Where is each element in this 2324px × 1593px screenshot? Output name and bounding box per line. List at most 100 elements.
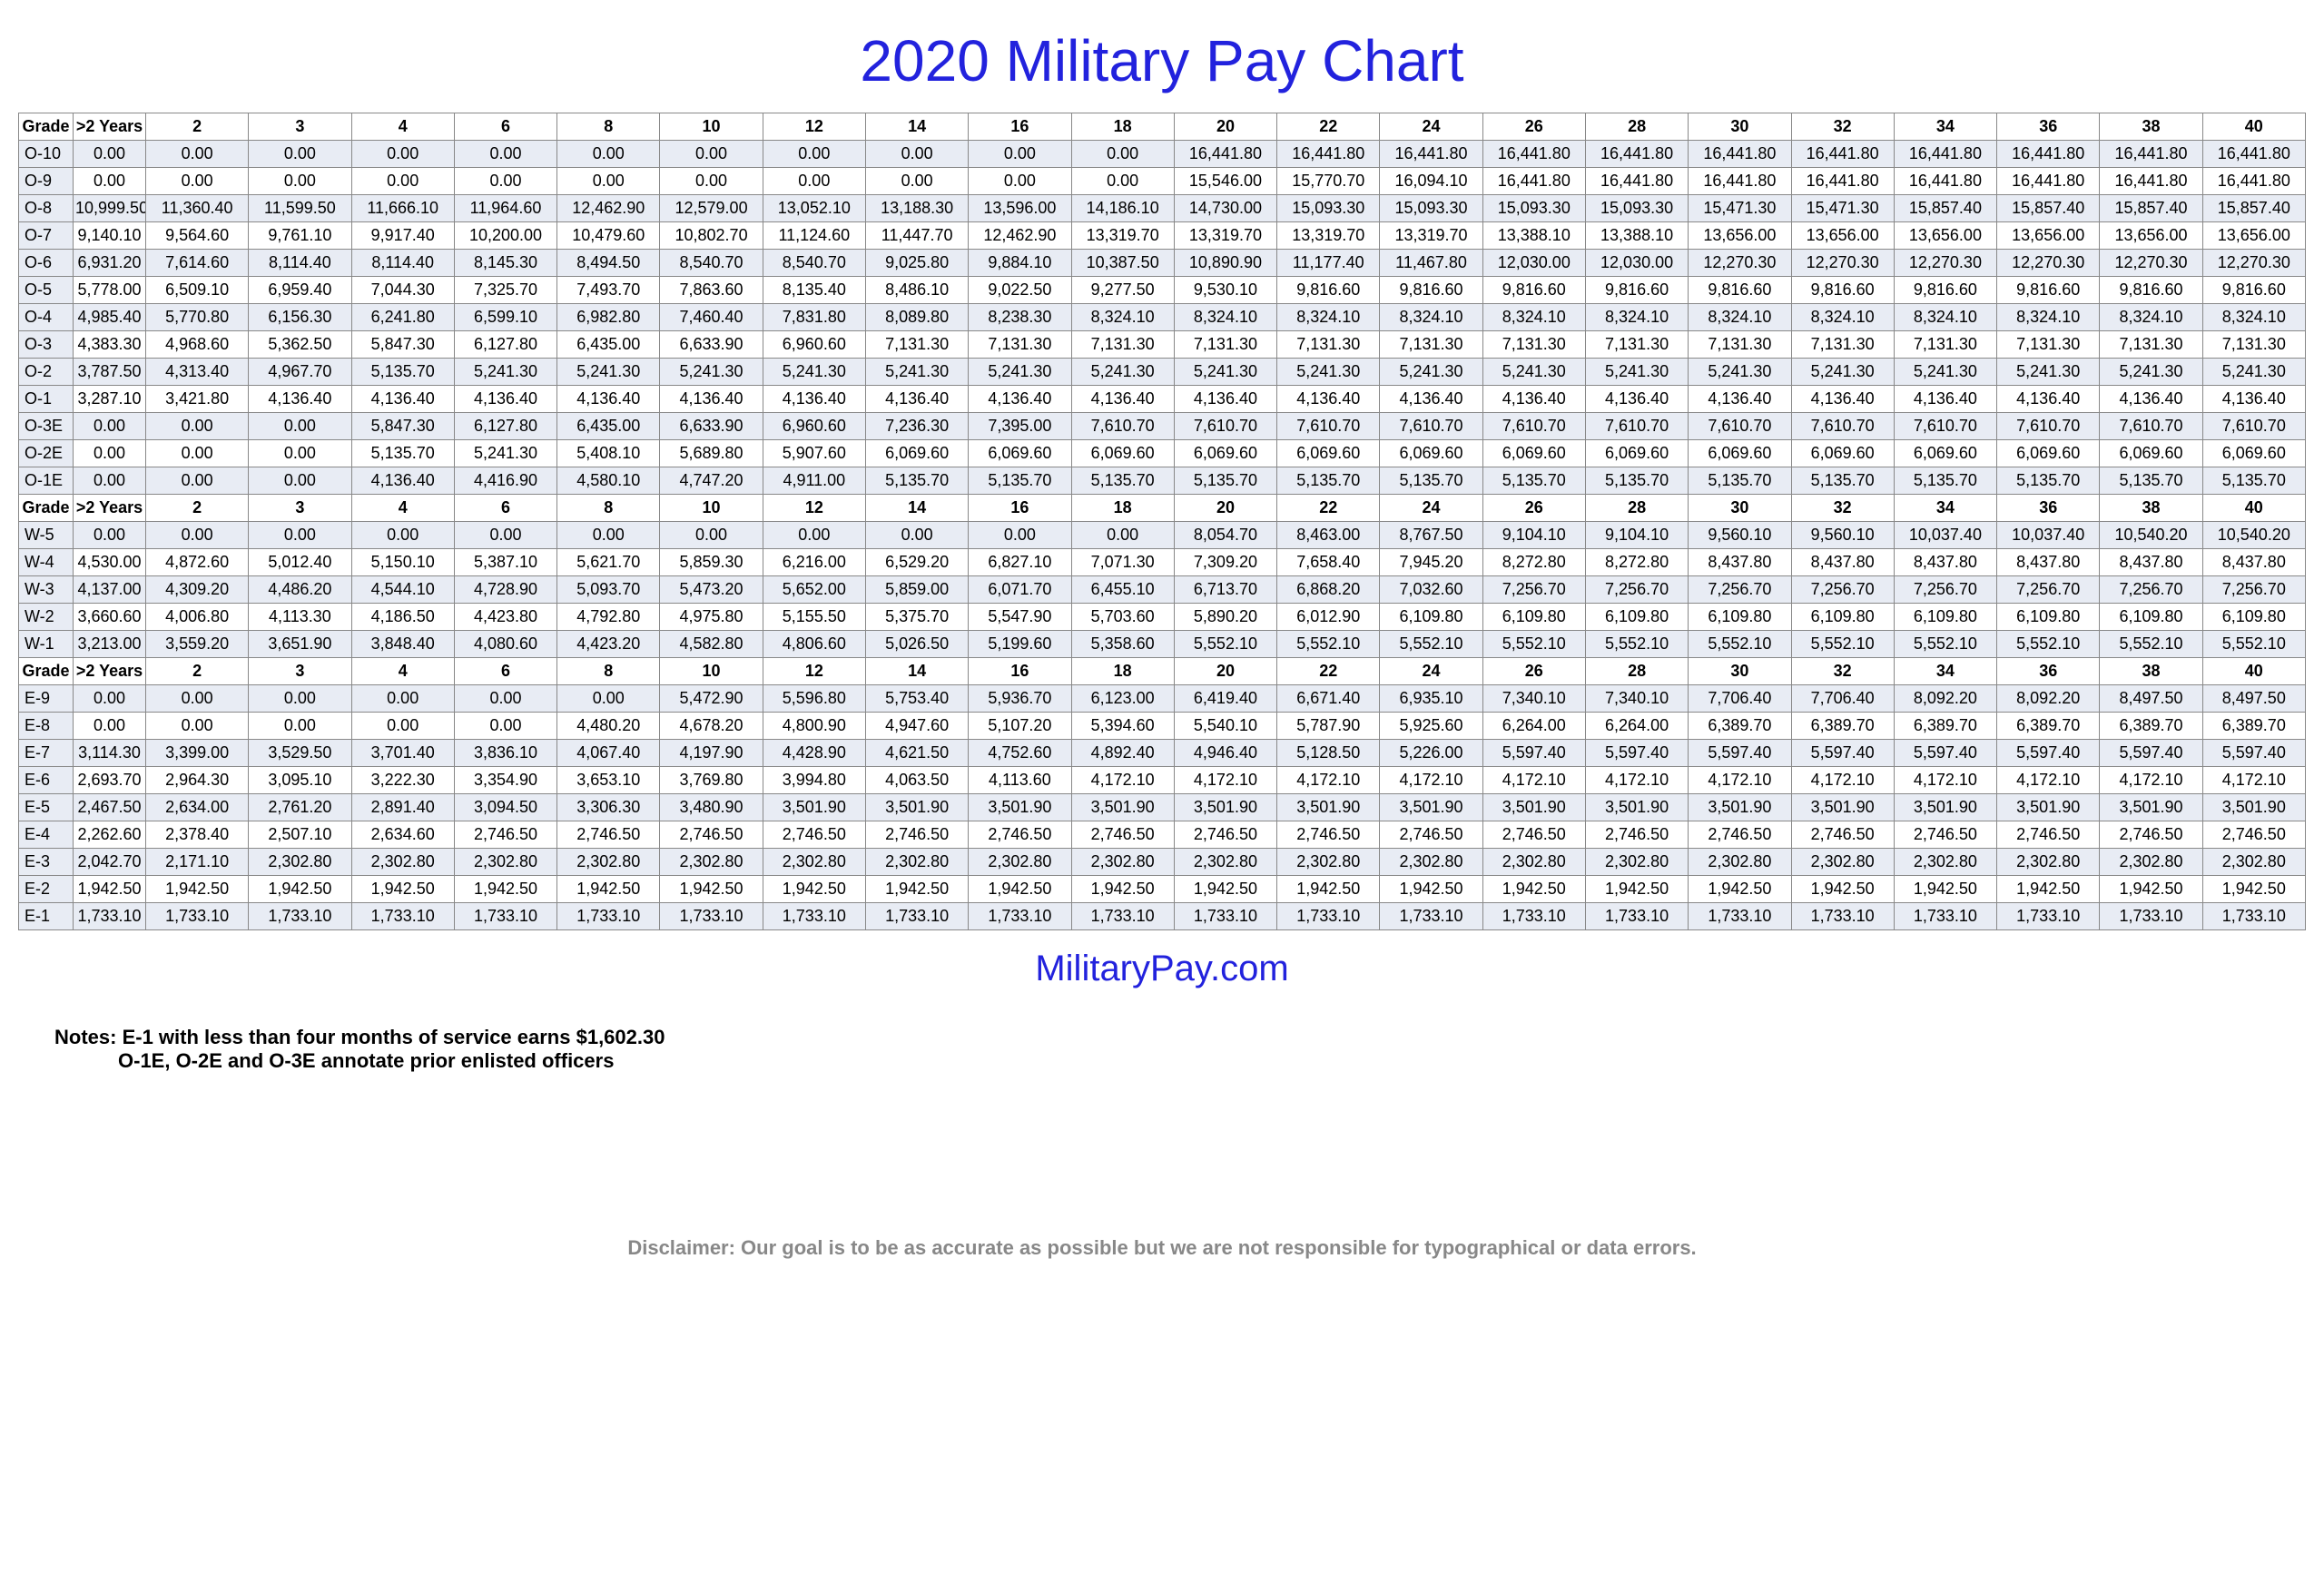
value-cell: 6,264.00 — [1482, 713, 1585, 740]
value-cell: 1,733.10 — [1380, 903, 1482, 930]
value-cell: 6,868.20 — [1277, 576, 1380, 604]
value-cell: 2,746.50 — [454, 821, 556, 849]
value-cell: 5,241.30 — [1791, 359, 1894, 386]
value-cell: 5,093.70 — [557, 576, 660, 604]
value-cell: 7,863.60 — [660, 277, 763, 304]
table-row: O-100.000.000.000.000.000.000.000.000.00… — [19, 141, 2306, 168]
grade-cell: E-2 — [19, 876, 74, 903]
value-cell: 5,652.00 — [763, 576, 865, 604]
value-cell: 5,552.10 — [1174, 631, 1276, 658]
value-cell: 1,942.50 — [74, 876, 146, 903]
column-header: 16 — [969, 495, 1071, 522]
grade-cell: W-3 — [19, 576, 74, 604]
value-cell: 13,656.00 — [1894, 222, 1996, 250]
value-cell: 6,069.60 — [969, 440, 1071, 467]
value-cell: 9,140.10 — [74, 222, 146, 250]
column-header: 6 — [454, 658, 556, 685]
value-cell: 9,816.60 — [1791, 277, 1894, 304]
value-cell: 9,022.50 — [969, 277, 1071, 304]
value-cell: 2,302.80 — [660, 849, 763, 876]
value-cell: 7,131.30 — [1174, 331, 1276, 359]
value-cell: 0.00 — [1071, 522, 1174, 549]
value-cell: 7,131.30 — [1482, 331, 1585, 359]
column-header: 3 — [249, 495, 351, 522]
value-cell: 5,847.30 — [351, 331, 454, 359]
value-cell: 14,186.10 — [1071, 195, 1174, 222]
value-cell: 0.00 — [74, 141, 146, 168]
value-cell: 4,172.10 — [1380, 767, 1482, 794]
value-cell: 0.00 — [763, 168, 865, 195]
value-cell: 12,270.30 — [1997, 250, 2100, 277]
value-cell: 2,746.50 — [1585, 821, 1688, 849]
value-cell: 4,136.40 — [1997, 386, 2100, 413]
value-cell: 5,241.30 — [763, 359, 865, 386]
grade-cell: W-2 — [19, 604, 74, 631]
value-cell: 7,614.60 — [146, 250, 249, 277]
value-cell: 1,942.50 — [969, 876, 1071, 903]
value-cell: 4,006.80 — [146, 604, 249, 631]
value-cell: 13,188.30 — [865, 195, 968, 222]
value-cell: 2,634.60 — [351, 821, 454, 849]
value-cell: 8,054.70 — [1174, 522, 1276, 549]
value-cell: 4,975.80 — [660, 604, 763, 631]
value-cell: 5,552.10 — [1689, 631, 1791, 658]
value-cell: 16,441.80 — [1689, 168, 1791, 195]
value-cell: 4,063.50 — [865, 767, 968, 794]
value-cell: 6,109.80 — [2202, 604, 2305, 631]
value-cell: 8,324.10 — [1689, 304, 1791, 331]
value-cell: 5,241.30 — [969, 359, 1071, 386]
value-cell: 4,416.90 — [454, 467, 556, 495]
value-cell: 1,733.10 — [146, 903, 249, 930]
value-cell: 5,241.30 — [2202, 359, 2305, 386]
value-cell: 10,540.20 — [2202, 522, 2305, 549]
column-header: 30 — [1689, 495, 1791, 522]
value-cell: 15,093.30 — [1380, 195, 1482, 222]
value-cell: 8,324.10 — [1585, 304, 1688, 331]
value-cell: 5,552.10 — [1894, 631, 1996, 658]
value-cell: 4,136.40 — [1277, 386, 1380, 413]
value-cell: 15,770.70 — [1277, 168, 1380, 195]
column-header: 20 — [1174, 495, 1276, 522]
value-cell: 5,241.30 — [1689, 359, 1791, 386]
value-cell: 6,069.60 — [1174, 440, 1276, 467]
value-cell: 5,135.70 — [969, 467, 1071, 495]
value-cell: 0.00 — [146, 440, 249, 467]
table-row: E-52,467.502,634.002,761.202,891.403,094… — [19, 794, 2306, 821]
value-cell: 16,441.80 — [1277, 141, 1380, 168]
value-cell: 8,437.80 — [1791, 549, 1894, 576]
value-cell: 3,501.90 — [763, 794, 865, 821]
value-cell: 4,678.20 — [660, 713, 763, 740]
value-cell: 5,552.10 — [1997, 631, 2100, 658]
value-cell: 4,309.20 — [146, 576, 249, 604]
table-row: E-80.000.000.000.000.004,480.204,678.204… — [19, 713, 2306, 740]
disclaimer: Disclaimer: Our goal is to be as accurat… — [18, 1236, 2306, 1260]
value-cell: 8,092.20 — [1894, 685, 1996, 713]
value-cell: 7,131.30 — [1997, 331, 2100, 359]
column-header: 34 — [1894, 495, 1996, 522]
value-cell: 0.00 — [454, 685, 556, 713]
column-header: 8 — [557, 113, 660, 141]
value-cell: 4,136.40 — [351, 467, 454, 495]
value-cell: 15,857.40 — [2202, 195, 2305, 222]
value-cell: 6,389.70 — [1894, 713, 1996, 740]
value-cell: 4,136.40 — [249, 386, 351, 413]
value-cell: 5,472.90 — [660, 685, 763, 713]
value-cell: 0.00 — [969, 168, 1071, 195]
value-cell: 6,127.80 — [454, 331, 556, 359]
table-row: O-66,931.207,614.608,114.408,114.408,145… — [19, 250, 2306, 277]
value-cell: 8,324.10 — [1071, 304, 1174, 331]
value-cell: 5,107.20 — [969, 713, 1071, 740]
value-cell: 8,437.80 — [1894, 549, 1996, 576]
value-cell: 1,942.50 — [660, 876, 763, 903]
value-cell: 5,135.70 — [351, 440, 454, 467]
value-cell: 0.00 — [351, 168, 454, 195]
value-cell: 6,389.70 — [1689, 713, 1791, 740]
value-cell: 1,942.50 — [1894, 876, 1996, 903]
value-cell: 7,610.70 — [1894, 413, 1996, 440]
value-cell: 4,423.20 — [557, 631, 660, 658]
value-cell: 2,746.50 — [1997, 821, 2100, 849]
value-cell: 5,241.30 — [1482, 359, 1585, 386]
value-cell: 2,761.20 — [249, 794, 351, 821]
grade-cell: E-7 — [19, 740, 74, 767]
value-cell: 1,733.10 — [1071, 903, 1174, 930]
